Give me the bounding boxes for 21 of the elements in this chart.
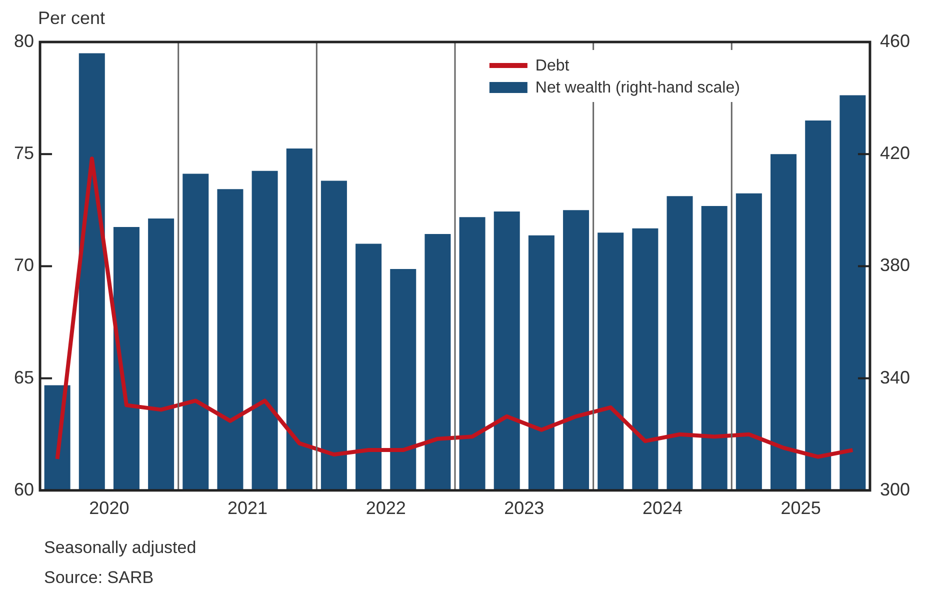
source-note: Source: SARB <box>44 568 155 588</box>
x-tick-label: 2021 <box>227 498 268 518</box>
y2-tick-label: 380 <box>880 255 910 276</box>
x-tick-label: 2023 <box>504 498 544 518</box>
x-tick-label: 2025 <box>780 498 821 518</box>
y2-tick-label: 300 <box>880 479 910 500</box>
y-tick-label: 75 <box>14 143 34 164</box>
y2-tick-label: 420 <box>880 143 910 164</box>
y2-tick-label: 340 <box>880 367 910 388</box>
x-tick-label: 2024 <box>642 498 683 518</box>
y2-tick-label: 460 <box>880 30 910 51</box>
x-tick-label: 2022 <box>366 498 406 518</box>
legend-label: Debt <box>535 57 570 74</box>
y-tick-label: 80 <box>14 30 34 51</box>
y-tick-label: 65 <box>14 367 34 388</box>
x-tick-label: 2020 <box>89 498 130 518</box>
text: Seasonally adjusted <box>44 538 198 558</box>
y-tick-label: 60 <box>14 479 34 500</box>
legend-label: Net wealth (right-hand scale) <box>535 79 740 96</box>
y-tick-label: 70 <box>14 255 34 276</box>
y-axis-title: Per cent <box>38 8 106 28</box>
